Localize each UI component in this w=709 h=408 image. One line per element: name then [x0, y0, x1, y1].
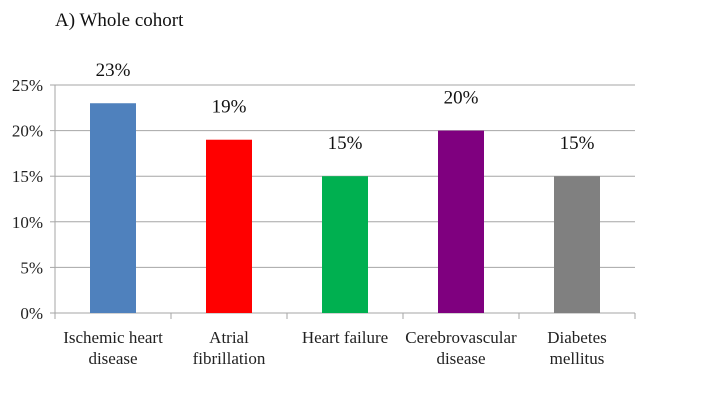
x-tick-label: mellitus	[550, 349, 605, 368]
data-label: 23%	[96, 60, 131, 81]
bar	[438, 130, 484, 313]
x-tick-label: Atrial	[209, 328, 249, 347]
data-label: 15%	[328, 133, 363, 154]
data-label: 19%	[212, 97, 247, 118]
bar	[206, 139, 252, 313]
x-tick-label: fibrillation	[193, 349, 266, 368]
y-tick-label: 0%	[20, 304, 43, 323]
y-tick-label: 15%	[12, 167, 43, 186]
x-tick-label: disease	[436, 349, 485, 368]
x-tick-label: disease	[88, 349, 137, 368]
data-label: 20%	[444, 88, 479, 109]
x-tick-label: Cerebrovascular	[405, 328, 517, 347]
x-tick-label: Heart failure	[302, 328, 388, 347]
y-tick-label: 25%	[12, 76, 43, 95]
data-label: 15%	[560, 133, 595, 154]
y-tick-label: 5%	[20, 258, 43, 277]
x-tick-label: Ischemic heart	[63, 328, 163, 347]
chart-title: A) Whole cohort	[55, 10, 184, 31]
y-tick-label: 10%	[12, 213, 43, 232]
bar	[554, 176, 600, 313]
bar	[322, 176, 368, 313]
bar	[90, 103, 136, 314]
x-tick-label: Diabetes	[547, 328, 606, 347]
y-tick-label: 20%	[12, 122, 43, 141]
